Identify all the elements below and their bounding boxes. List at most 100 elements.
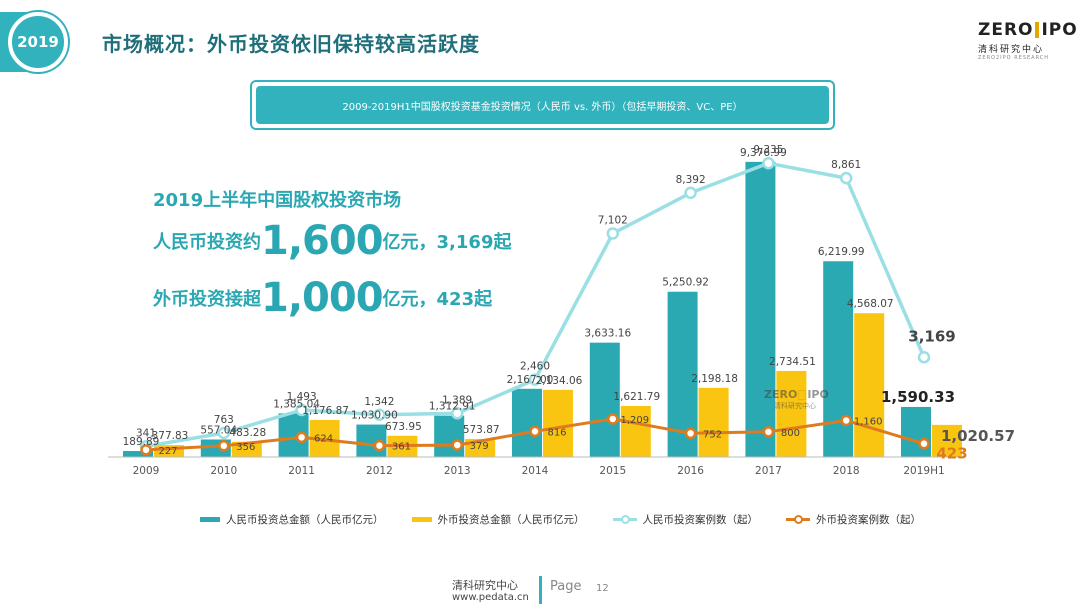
rmb-amount-label: 2,167.00 [507, 374, 554, 386]
fx-amount-label: 1,020.57 [941, 427, 1015, 445]
legend-swatch-rmb-line [612, 515, 637, 524]
legend-label-rmb-amount: 人民币投资总金额（人民币亿元） [226, 514, 384, 526]
rmb-count-label: 8,392 [676, 174, 706, 186]
footer-page-label: Page [550, 579, 582, 594]
x-tick-label: 2017 [755, 465, 782, 477]
highlight-rmb-suffix: 亿元，3,169起 [382, 232, 512, 253]
rmb-count-label: 341 [136, 427, 156, 439]
watermark-right: IPO [807, 388, 829, 401]
watermark-left: ZERO [764, 388, 798, 401]
rmb-amount-bar [901, 406, 931, 457]
rmb-count-label: 1,342 [364, 396, 394, 408]
fx-count-label: 379 [470, 441, 489, 452]
x-tick-label: 2019H1 [903, 465, 944, 477]
fx-count-point [218, 440, 230, 452]
logo-wordmark: ZERO IPO [978, 20, 1077, 40]
rmb-amount-bar [745, 161, 776, 457]
rmb-amount-label: 1,385.04 [273, 398, 320, 410]
highlight-fx-amount: 1,000 [261, 275, 384, 321]
rmb-count-label: 3,169 [908, 327, 955, 345]
rmb-count-point [762, 156, 775, 170]
x-tick-label: 2014 [522, 465, 549, 477]
fx-count-point [140, 444, 152, 456]
rmb-amount-label: 6,219.99 [818, 246, 865, 258]
legend-label-rmb-count: 人民币投资案例数（起） [642, 514, 759, 526]
fx-amount-label: 4,568.07 [847, 298, 894, 310]
rmb-count-label: 8,861 [831, 159, 861, 171]
fx-count-point [684, 427, 697, 440]
rmb-count-point [839, 171, 853, 185]
rmb-amount-bar [434, 415, 465, 457]
company-logo: ZERO IPO 清科研究中心 ZERO2IPO RESEARCH [978, 20, 1077, 64]
logo-left: ZERO [978, 20, 1034, 40]
rmb-amount-bar [589, 342, 620, 457]
rmb-amount-bar [823, 261, 854, 457]
rmb-amount-label: 1,312.91 [429, 401, 476, 413]
x-tick-label: 2016 [677, 465, 704, 477]
fx-count-point [840, 414, 852, 427]
rmb-count-label: 1,389 [442, 394, 472, 406]
logo-mark-icon [1035, 22, 1040, 38]
fx-count-label: 1,209 [620, 415, 649, 426]
highlight-line-3: 外币投资接超1,000亿元，423起 [153, 275, 492, 321]
chart-title: 2009-2019H1中国股权投资基金投资情况（人民币 vs. 外币）（包括早期… [256, 86, 829, 124]
footer-organization: 清科研究中心 [452, 579, 518, 592]
x-tick-label: 2011 [288, 465, 315, 477]
legend-swatch-rmb-bar [200, 517, 220, 522]
fx-count-label: 624 [314, 433, 333, 444]
page-title: 市场概况：外币投资依旧保持较高活跃度 [102, 32, 480, 56]
fx-amount-label: 673.95 [385, 421, 422, 433]
footer-url[interactable]: www.pedata.cn [452, 592, 529, 603]
year-badge: 2019 [0, 12, 78, 72]
x-tick-label: 2010 [210, 465, 237, 477]
fx-amount-label: 2,198.18 [691, 373, 738, 385]
highlight-line-2: 人民币投资约1,600亿元，3,169起 [153, 218, 511, 264]
rmb-amount-bar [123, 451, 153, 457]
x-tick-label: 2018 [833, 465, 860, 477]
rmb-count-point [373, 408, 386, 422]
fx-count-label: 1,160 [854, 416, 883, 427]
rmb-amount-label: 189.89 [123, 436, 160, 448]
chart-title-banner: 2009-2019H1中国股权投资基金投资情况（人民币 vs. 外币）（包括早期… [250, 80, 835, 130]
fx-amount-bar [854, 313, 885, 457]
fx-amount-label: 1,621.79 [613, 391, 660, 403]
fx-amount-label: 2,734.51 [769, 356, 816, 368]
x-tick-label: 2012 [366, 465, 393, 477]
fx-amount-bar [776, 370, 807, 457]
fx-amount-label: 377.83 [152, 430, 189, 442]
fx-count-point [762, 426, 775, 438]
fx-amount-label: 1,176.87 [302, 405, 349, 417]
rmb-count-point [684, 186, 697, 200]
highlight-fx-prefix: 外币投资接超 [153, 289, 261, 310]
highlight-rmb-amount: 1,600 [261, 218, 384, 264]
fx-amount-bar [698, 387, 729, 457]
legend-item-rmb-count: 人民币投资案例数（起） [612, 512, 759, 527]
fx-amount-label: 573.87 [463, 424, 500, 436]
rmb-count-point [528, 373, 542, 386]
fx-amount-label: 2,134.06 [536, 375, 583, 387]
year-badge-label: 2019 [17, 33, 59, 51]
fx-count-label: 816 [547, 427, 566, 438]
rmb-count-label: 9,335 [753, 144, 783, 156]
fx-count-point [295, 431, 308, 444]
legend-item-fx-count: 外币投资案例数（起） [786, 512, 921, 527]
rmb-amount-bar [512, 388, 542, 457]
fx-count-point [607, 413, 619, 425]
rmb-amount-label: 5,250.92 [662, 277, 709, 289]
legend-swatch-fx-bar [411, 517, 432, 522]
fx-count-label: 361 [392, 442, 411, 453]
fx-amount-bar [543, 389, 573, 457]
rmb-count-point [217, 426, 231, 440]
rmb-count-point [295, 403, 308, 417]
fx-count-point [918, 437, 930, 450]
legend-label-fx-count: 外币投资案例数（起） [816, 514, 921, 526]
footer-divider [539, 576, 542, 604]
rmb-count-point [450, 407, 464, 420]
fx-amount-bar [932, 424, 962, 457]
rmb-count-label: 7,102 [598, 214, 628, 226]
fx-count-point [529, 425, 541, 438]
logo-subtitle: 清科研究中心 [978, 45, 1045, 55]
fx-count-point [451, 439, 463, 451]
fx-amount-bar [154, 445, 184, 457]
